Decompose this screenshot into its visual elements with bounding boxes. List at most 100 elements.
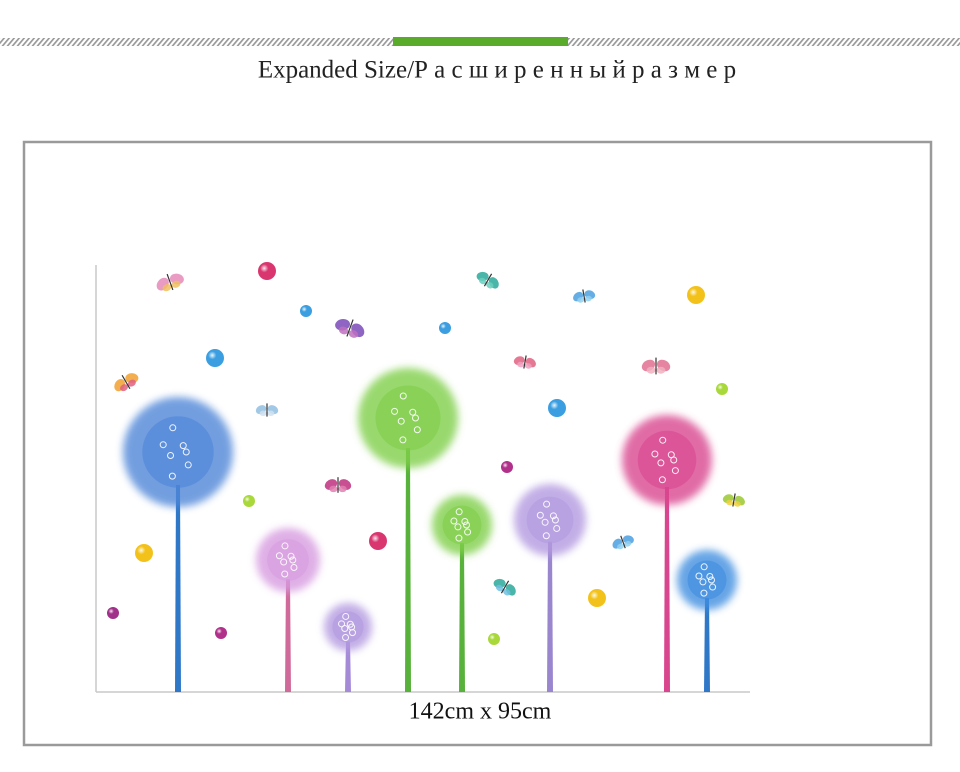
sparkle (455, 534, 463, 542)
sparkle (695, 572, 703, 580)
sparkle (289, 556, 297, 564)
sparkle (341, 625, 349, 633)
butterfly (612, 535, 634, 550)
ball-shine (258, 262, 276, 280)
puff-core (687, 560, 727, 600)
ball-shine (687, 286, 705, 304)
stem (664, 487, 670, 692)
butterfly (573, 289, 596, 303)
wing (478, 277, 487, 285)
sparkle (543, 500, 551, 508)
butterfly (156, 273, 184, 292)
sparkle (281, 542, 289, 550)
puff-core (267, 539, 309, 581)
butterfly (255, 403, 279, 417)
body (620, 535, 626, 549)
puff-core (526, 496, 574, 544)
size-label: 142cm x 95cm (409, 699, 552, 725)
stem (459, 543, 465, 692)
body (483, 273, 493, 287)
sparkle (651, 450, 659, 458)
dandelion (622, 415, 712, 692)
puff-core (142, 416, 214, 488)
sparkle (700, 563, 708, 571)
wing (495, 584, 504, 592)
sparkle (536, 511, 544, 519)
wing (617, 543, 624, 550)
wing (127, 379, 136, 387)
sparkle (706, 573, 714, 581)
butterfly (641, 357, 671, 375)
wing (726, 499, 734, 506)
butterfly (114, 373, 139, 392)
sparkle (461, 518, 469, 526)
sparkle (455, 508, 463, 516)
sparkle (409, 408, 417, 416)
sparkle (464, 528, 472, 536)
ball-shine (107, 607, 119, 619)
sparkle (159, 441, 167, 449)
sparkle (541, 518, 549, 526)
sparkle (671, 467, 679, 475)
dandelion (432, 495, 492, 692)
sparkle (658, 476, 666, 484)
puff-core (637, 430, 697, 490)
sparkle (551, 516, 559, 524)
sparkle (391, 407, 399, 415)
ball-shine (215, 627, 227, 639)
sparkle (399, 392, 407, 400)
wing (624, 540, 632, 547)
wing (259, 410, 267, 417)
sparkle (399, 436, 407, 444)
stem (285, 579, 291, 692)
sparkle (342, 634, 350, 642)
stem (405, 448, 411, 692)
wing (486, 281, 494, 289)
sparkle (667, 451, 675, 459)
wing (656, 366, 666, 374)
sparkle (708, 576, 715, 584)
body (346, 319, 354, 337)
wing (622, 535, 634, 544)
ball-shine (135, 544, 153, 562)
dandelion (123, 397, 233, 692)
ball-shine (243, 495, 255, 507)
sparkle (338, 620, 346, 628)
butterfly (513, 355, 536, 369)
ball-shine (439, 322, 451, 334)
dandelion (514, 484, 586, 692)
wing (338, 485, 347, 493)
wing (577, 297, 585, 303)
wing (169, 273, 184, 285)
stem (175, 485, 181, 692)
dandelion (324, 603, 372, 692)
sparkle (287, 552, 295, 560)
sparkle (549, 512, 557, 520)
wing (646, 366, 656, 374)
wing (517, 361, 525, 368)
ball-shine (548, 399, 566, 417)
dandelion (256, 528, 320, 692)
wing (348, 330, 359, 338)
body (500, 580, 510, 594)
decal-artwork (107, 262, 745, 692)
wing (335, 318, 351, 331)
puff-core (332, 611, 364, 643)
wing (329, 485, 338, 493)
butterfly (324, 477, 352, 493)
ball-shine (206, 349, 224, 367)
divider-accent (393, 37, 568, 46)
butterfly (722, 493, 745, 507)
ball-shine (300, 305, 312, 317)
sparkle (397, 417, 405, 425)
wing (733, 501, 741, 507)
wing (503, 588, 511, 596)
body (166, 273, 174, 291)
wing (338, 326, 349, 335)
ball-shine (369, 532, 387, 550)
sparkle (413, 426, 421, 434)
dandelion (358, 368, 458, 692)
stem (345, 641, 351, 692)
sparkle (348, 629, 356, 637)
